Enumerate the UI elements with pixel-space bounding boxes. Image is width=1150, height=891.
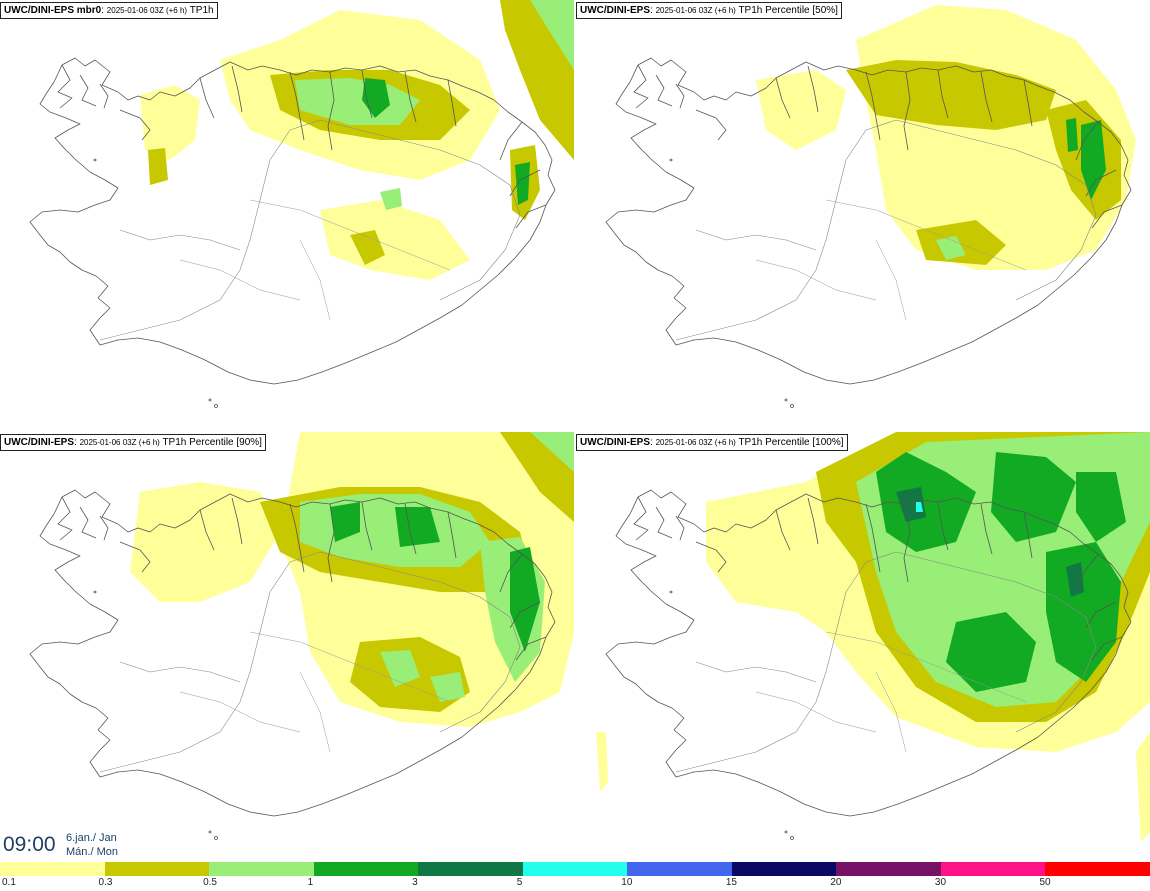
panel-title: UWC/DINI-EPS: 2025-01-06 03Z (+6 h) TP1h… xyxy=(576,434,848,451)
colorbar-segment xyxy=(313,862,419,876)
colorbar-segment xyxy=(104,862,210,876)
valid-date-line2: Mán./ Mon xyxy=(66,846,118,858)
precip-map xyxy=(605,5,1136,408)
map-panel-p100: UWC/DINI-EPS: 2025-01-06 03Z (+6 h) TP1h… xyxy=(576,432,1150,862)
colorbar-segment xyxy=(418,862,523,876)
colorbar-segment xyxy=(731,862,837,876)
colorbar-tick-label: 3 xyxy=(412,877,418,888)
colorbar-tick-label: 0.5 xyxy=(203,877,217,888)
panel-title: UWC/DINI-EPS: 2025-01-06 03Z (+6 h) TP1h… xyxy=(576,2,842,19)
valid-time-box: 09:00 6.jan./ Jan Mán./ Mon xyxy=(0,830,128,860)
colorbar-segment xyxy=(940,862,1046,876)
colorbar-tick-label: 15 xyxy=(725,877,737,888)
valid-date-line1: 6.jan./ Jan xyxy=(66,832,117,844)
map-panel-p90: UWC/DINI-EPS: 2025-01-06 03Z (+6 h) TP1h… xyxy=(0,432,574,862)
precip-map xyxy=(29,0,574,408)
colorbar-tick-label: 0.1 xyxy=(2,877,16,888)
precip-map xyxy=(596,432,1150,842)
colorbar-tick-label: 5 xyxy=(516,877,523,888)
colorbar-segment xyxy=(0,862,105,876)
panel-title: UWC/DINI-EPS mbr0: 2025-01-06 03Z (+6 h)… xyxy=(0,2,218,19)
map-panel-p50: UWC/DINI-EPS: 2025-01-06 03Z (+6 h) TP1h… xyxy=(576,0,1150,430)
colorbar-tick-label: 0.3 xyxy=(98,877,113,888)
panel-title: UWC/DINI-EPS: 2025-01-06 03Z (+6 h) TP1h… xyxy=(0,434,266,451)
colorbar-tick-label: 1 xyxy=(307,877,314,888)
colorbar-tick-label: 30 xyxy=(934,877,947,888)
colorbar-segment xyxy=(836,862,941,876)
colorbar-tick-label: 10 xyxy=(621,877,633,888)
precip-map xyxy=(29,432,574,840)
colorbar-segment xyxy=(627,862,732,876)
colorbar-segment xyxy=(209,862,314,876)
map-panel-mbr0: UWC/DINI-EPS mbr0: 2025-01-06 03Z (+6 h)… xyxy=(0,0,574,430)
colorbar-tick-label: 50 xyxy=(1039,877,1051,888)
valid-time: 09:00 xyxy=(3,833,56,856)
colorbar-segment xyxy=(522,862,628,876)
colorbar-tick-label: 20 xyxy=(830,877,842,888)
colorbar-ticks: 0.1 0.3 0.5 1 3 5 10 15 20 30 50 xyxy=(0,877,1150,891)
precip-colorbar xyxy=(0,862,1150,876)
colorbar-segment xyxy=(1045,862,1150,876)
